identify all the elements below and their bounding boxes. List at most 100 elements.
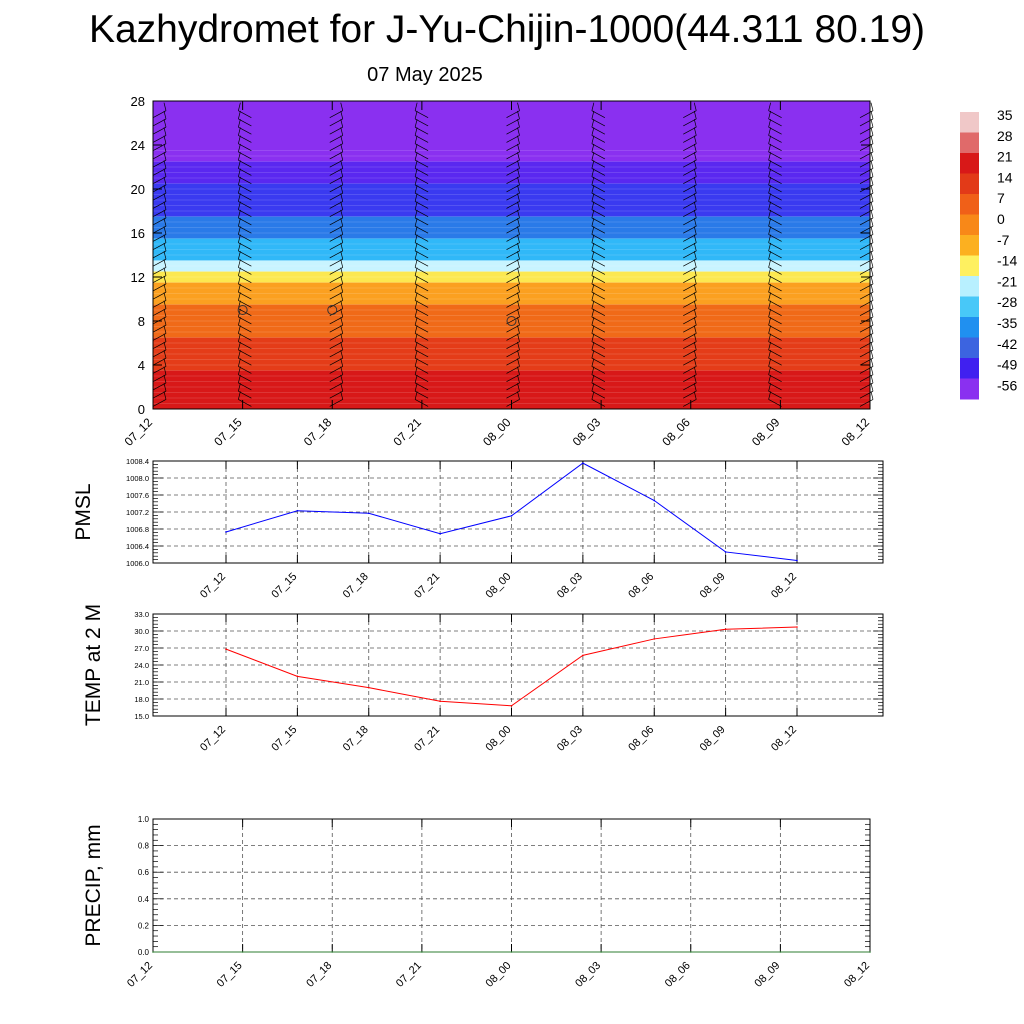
wind-barb xyxy=(238,333,252,341)
wind-barb xyxy=(768,234,782,242)
wind-barb-flag xyxy=(238,242,241,251)
wind-barb-flag xyxy=(768,284,771,293)
wind-barb-flag xyxy=(340,193,344,202)
wind-barb-flag xyxy=(163,259,167,268)
wind-barb-flag xyxy=(340,209,344,218)
y-tick-label: 1007.6 xyxy=(126,491,149,500)
data-point xyxy=(225,531,227,533)
wind-barb xyxy=(238,234,252,242)
wind-barb-flag xyxy=(163,308,167,317)
wind-barb xyxy=(152,374,167,382)
wind-barb xyxy=(506,184,520,193)
wind-barb-flag xyxy=(517,135,520,144)
wind-barb-flag xyxy=(591,201,595,210)
wind-barb-flag xyxy=(870,226,874,235)
wind-barb xyxy=(859,184,874,193)
x-tick-label: 07_15 xyxy=(269,571,299,601)
wind-barb xyxy=(506,316,520,325)
wind-barb-flag xyxy=(693,325,697,334)
wind-barb-flag xyxy=(693,102,697,111)
wind-barb xyxy=(768,275,782,283)
colorbar-label: -21 xyxy=(997,273,1017,289)
wind-barb xyxy=(591,176,606,184)
wind-barb-flag xyxy=(591,152,595,161)
wind-barb xyxy=(152,110,167,118)
wind-barb-flag xyxy=(163,350,167,359)
colorbar-swatch xyxy=(960,296,979,318)
wind-barb-flag xyxy=(768,218,771,227)
wind-barb xyxy=(506,324,520,333)
wind-barb-flag xyxy=(517,242,520,251)
wind-barb xyxy=(683,225,697,234)
wind-barb xyxy=(329,366,343,374)
x-tick-label: 08_12 xyxy=(839,415,873,449)
x-tick-label: 08_09 xyxy=(698,724,728,754)
wind-barb xyxy=(591,242,606,250)
wind-barb xyxy=(768,333,782,341)
wind-barb-flag xyxy=(870,300,874,309)
wind-barb-flag xyxy=(591,168,595,177)
wind-barb-flag xyxy=(768,308,771,317)
wind-barb-flag xyxy=(414,341,418,350)
wind-barb-flag xyxy=(163,102,167,111)
wind-barb xyxy=(591,357,606,366)
wind-barb xyxy=(859,118,874,127)
wind-barb xyxy=(152,209,167,217)
x-tick-label: 08_09 xyxy=(752,960,782,990)
wind-barb xyxy=(329,258,343,267)
colorbar-label: -49 xyxy=(997,357,1017,373)
wind-barb xyxy=(506,118,520,127)
wind-barb xyxy=(859,390,874,399)
wind-barb xyxy=(768,209,782,217)
temp-2m-panel: 15.0 18.0 21.0 24.0 27.0 30.0 33.0 07_12 07_15 07… xyxy=(82,604,884,754)
wind-barb xyxy=(329,176,343,184)
wind-barb xyxy=(768,258,782,267)
y-tick-label: 0.6 xyxy=(138,868,150,877)
wind-barb xyxy=(506,176,520,184)
wind-barb xyxy=(238,192,252,201)
wind-barb xyxy=(152,242,167,250)
wind-barb xyxy=(238,250,252,259)
wind-barb xyxy=(591,275,606,283)
wind-barb-flag xyxy=(693,308,697,317)
wind-barb xyxy=(152,300,167,308)
x-tick-label: 08_03 xyxy=(573,960,603,990)
x-tick-label: 08_03 xyxy=(555,571,585,601)
wind-barb-flag xyxy=(163,185,167,194)
wind-barb xyxy=(152,267,167,275)
plot-frame xyxy=(152,460,884,564)
wind-barb-flag xyxy=(517,201,520,210)
wind-barb-flag xyxy=(163,391,167,400)
y-tick-label: 0.4 xyxy=(138,895,150,904)
wind-barb-flag xyxy=(340,143,344,152)
wind-barb xyxy=(859,209,874,217)
y-tick-label: 4 xyxy=(138,358,145,373)
wind-barb-flag xyxy=(414,391,418,400)
wind-barb-flag xyxy=(163,168,167,177)
wind-barb xyxy=(238,291,252,300)
wind-barb-flag xyxy=(591,350,595,359)
wind-barb-flag xyxy=(414,366,418,375)
data-point xyxy=(582,462,584,464)
wind-barb-flag xyxy=(517,284,520,293)
wind-barb xyxy=(859,225,874,234)
wind-barb-flag xyxy=(517,185,520,194)
wind-barb xyxy=(329,267,343,275)
wind-barb-flag xyxy=(591,374,595,383)
wind-barb-flag xyxy=(591,341,595,350)
colorbar-swatch xyxy=(960,235,979,256)
wind-barb xyxy=(152,250,167,259)
wind-barb xyxy=(591,126,606,135)
wind-barb xyxy=(683,283,697,292)
wind-barb-flag xyxy=(163,341,167,350)
wind-barb-flag xyxy=(414,234,418,243)
wind-barb xyxy=(152,324,167,333)
wind-barb xyxy=(506,168,520,176)
y-tick-label: 12 xyxy=(131,270,145,285)
wind-barb xyxy=(768,250,782,259)
calm-marker xyxy=(237,305,248,315)
wind-barb xyxy=(859,291,874,300)
wind-barb xyxy=(591,316,606,325)
x-tick-label: 07_21 xyxy=(412,571,442,601)
wind-barb-flag xyxy=(517,366,520,375)
